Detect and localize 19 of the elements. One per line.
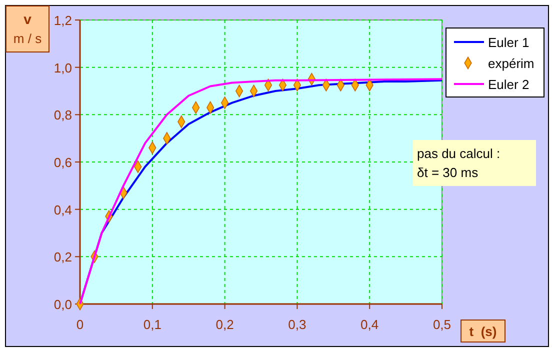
x-tick-label: 0,5 — [432, 317, 452, 332]
x-tick-label: 0,1 — [143, 317, 162, 332]
x-axis-title: t (s) — [469, 324, 497, 339]
y-tick-label: 1,2 — [54, 13, 72, 28]
y-tick-label: 0,0 — [54, 297, 72, 312]
y-axis-title: v m / s — [13, 11, 42, 46]
x-tick-label: 0,3 — [288, 317, 306, 332]
legend-label: expérim — [488, 56, 534, 71]
y-tick-label: 1,0 — [54, 60, 72, 76]
legend-label: Euler 2 — [488, 77, 530, 92]
y-tick-label: 0,6 — [54, 155, 72, 170]
y-tick-label: 0,4 — [54, 202, 72, 218]
x-tick-label: 0,4 — [360, 317, 379, 332]
legend-label: Euler 1 — [488, 35, 530, 50]
x-tick-label: 0,2 — [216, 317, 234, 332]
y-tick-label: 0,2 — [54, 250, 72, 265]
annotation: pas du calcul : δt = 30 ms — [417, 146, 500, 180]
y-tick-label: 0,8 — [54, 108, 72, 123]
x-tick-label: 0 — [76, 317, 84, 332]
